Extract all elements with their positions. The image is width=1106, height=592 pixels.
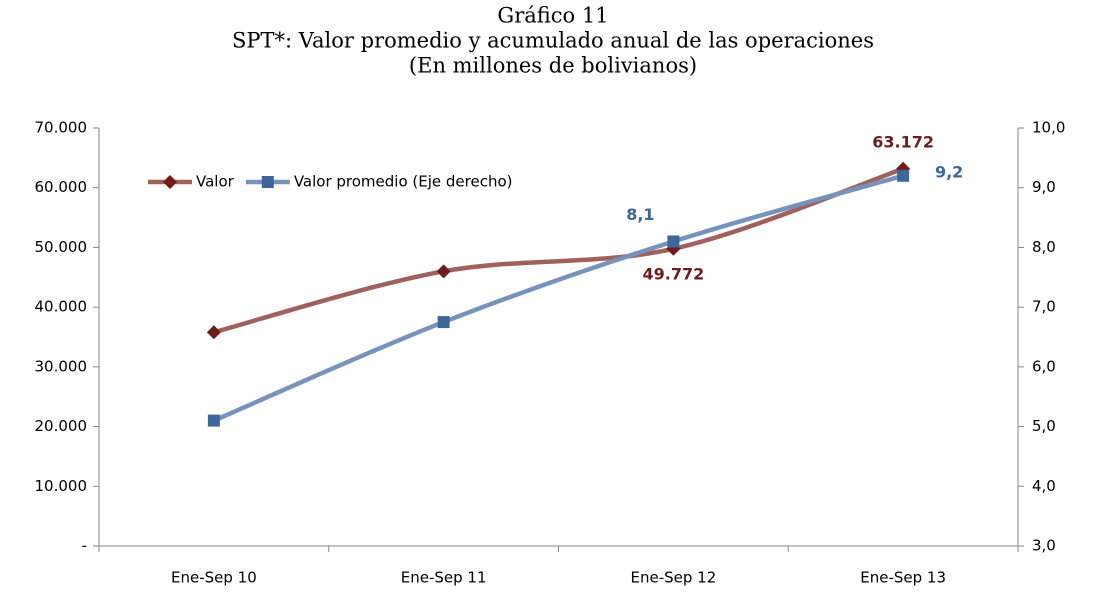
legend-label: Valor (196, 173, 235, 191)
y2-tick-label: 6,0 (1032, 357, 1056, 375)
chart-title: Gráfico 11 (497, 4, 608, 28)
series-line (211, 166, 906, 335)
y-tick-label: 30.000 (35, 357, 88, 375)
y2-tick-label: 3,0 (1032, 537, 1056, 555)
data-point (667, 235, 680, 248)
y2-tick-label: 8,0 (1032, 238, 1056, 256)
y-tick-label: 10.000 (35, 477, 88, 495)
y-tick-label: 20.000 (35, 417, 88, 435)
legend-marker (261, 176, 274, 188)
y2-tick-label: 9,0 (1032, 178, 1056, 196)
y2-tick-label: 5,0 (1032, 417, 1056, 435)
data-point (206, 325, 221, 340)
data-label: 8,1 (626, 205, 654, 224)
series-line (211, 173, 906, 423)
y2-tick-label: 4,0 (1032, 477, 1056, 495)
x-tick-label: Ene-Sep 10 (171, 569, 257, 587)
y-tick-label: 40.000 (35, 298, 88, 316)
data-label: 49.772 (643, 264, 705, 283)
y-tick-label: 50.000 (35, 238, 88, 256)
chart-subtitle: SPT*: Valor promedio y acumulado anual d… (232, 29, 874, 53)
y-tick-label: - (82, 537, 87, 555)
y2-tick-label: 7,0 (1032, 298, 1056, 316)
x-tick-label: Ene-Sep 12 (630, 569, 716, 587)
data-point (207, 414, 220, 427)
data-point (436, 264, 451, 279)
data-label: 9,2 (935, 162, 963, 181)
chart-subtitle: (En millones de bolivianos) (409, 54, 697, 78)
x-tick-label: Ene-Sep 13 (860, 569, 946, 587)
y2-tick-label: 10,0 (1032, 119, 1065, 137)
legend-label: Valor promedio (Eje derecho) (294, 173, 513, 191)
data-point (897, 169, 910, 182)
y-tick-label: 70.000 (35, 119, 88, 137)
y-tick-label: 60.000 (35, 178, 88, 196)
data-point (437, 316, 450, 329)
legend-marker (163, 175, 177, 189)
x-tick-label: Ene-Sep 11 (401, 569, 487, 587)
data-label: 63.172 (872, 132, 934, 151)
